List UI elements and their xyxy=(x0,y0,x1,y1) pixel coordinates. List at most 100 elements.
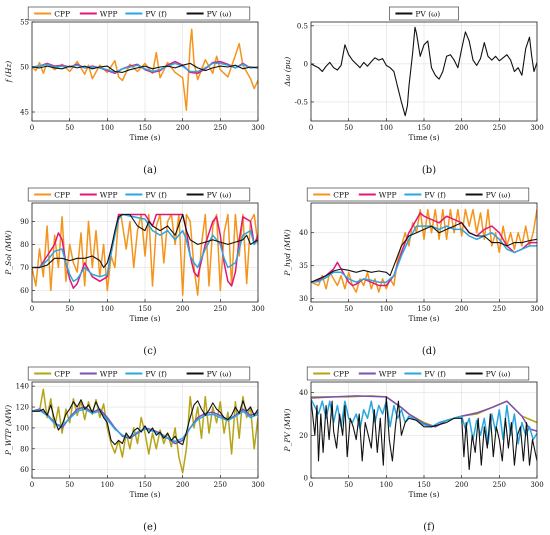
x-tick-label: 250 xyxy=(493,124,506,132)
y-axis-label: P_WTP (MW) xyxy=(4,405,13,456)
y-tick-label: 35 xyxy=(299,262,308,270)
x-tick-label: 250 xyxy=(214,124,227,132)
legend-label: WPP xyxy=(379,191,397,200)
panel-label: (b) xyxy=(422,165,436,176)
x-tick-label: 200 xyxy=(176,124,189,132)
x-tick-label: 200 xyxy=(455,481,468,489)
chart-panel: 0 50 100 150 200 250 300 60 70 80 90 Time (s) P_Sol … xyxy=(4,187,265,357)
y-tick-label: 70 xyxy=(20,264,29,272)
legend-label: CPP xyxy=(54,370,70,379)
x-tick-label: 50 xyxy=(344,481,353,489)
x-tick-label: 150 xyxy=(417,124,430,132)
y-tick-label: 0.5 xyxy=(297,22,308,30)
legend-label: PV (ω) xyxy=(415,10,440,19)
y-tick-label: 140 xyxy=(16,383,29,391)
legend-label: PV (f) xyxy=(145,191,167,200)
y-tick-label: 60 xyxy=(20,466,29,474)
y-tick-label: 20 xyxy=(299,432,308,440)
y-tick-label: 40 xyxy=(299,229,308,237)
y-axis-label: P_Sol (MW) xyxy=(4,230,13,276)
x-tick-label: 50 xyxy=(344,305,353,313)
x-tick-label: 300 xyxy=(251,305,264,313)
chart-panel: 0 50 100 150 200 250 300 -0.5 0 0.5 Time (s) Δω (pu… xyxy=(283,6,544,176)
series-line xyxy=(32,399,258,446)
y-tick-label: 60 xyxy=(20,287,29,295)
y-tick-label: 0 xyxy=(304,60,308,68)
x-tick-label: 50 xyxy=(65,124,74,132)
x-tick-label: 250 xyxy=(214,481,227,489)
x-tick-label: 300 xyxy=(251,481,264,489)
y-tick-label: 55 xyxy=(20,19,29,27)
series-line xyxy=(32,213,258,296)
panel-label: (a) xyxy=(143,165,157,176)
x-tick-label: 250 xyxy=(493,305,506,313)
x-axis-label: Time (s) xyxy=(129,490,160,499)
x-tick-label: 200 xyxy=(176,305,189,313)
y-tick-label: -0.5 xyxy=(295,98,309,106)
x-tick-label: 0 xyxy=(30,481,34,489)
series-line xyxy=(32,28,258,111)
legend-label: WPP xyxy=(100,10,118,19)
legend-label: CPP xyxy=(54,10,70,19)
x-tick-label: 50 xyxy=(65,305,74,313)
chart-panel: 0 50 100 150 200 250 300 30 35 40 Time (s) P_hyd (M… xyxy=(283,187,544,357)
series-line xyxy=(311,396,537,471)
x-tick-label: 200 xyxy=(455,124,468,132)
legend-label: PV (ω) xyxy=(207,191,232,200)
y-tick-label: 30 xyxy=(299,295,308,303)
series-line xyxy=(32,213,258,269)
x-tick-label: 100 xyxy=(380,305,393,313)
x-tick-label: 250 xyxy=(493,481,506,489)
x-tick-label: 0 xyxy=(309,481,313,489)
series-line xyxy=(32,62,258,74)
y-tick-label: 120 xyxy=(16,404,29,412)
legend-label: PV (f) xyxy=(424,191,446,200)
x-tick-label: 300 xyxy=(530,481,543,489)
y-tick-label: 80 xyxy=(20,241,29,249)
y-axis-label: f (Hz) xyxy=(4,61,13,84)
legend-label: PV (ω) xyxy=(207,10,232,19)
legend-label: PV (f) xyxy=(424,370,446,379)
legend: CPP WPP PV (f) PV (ω) xyxy=(27,187,251,202)
x-tick-label: 150 xyxy=(417,305,430,313)
x-tick-label: 150 xyxy=(417,481,430,489)
legend-label: PV (ω) xyxy=(207,370,232,379)
x-tick-label: 0 xyxy=(30,124,34,132)
series-line xyxy=(311,208,537,293)
y-tick-label: 0 xyxy=(304,475,308,483)
x-tick-label: 50 xyxy=(344,124,353,132)
x-tick-label: 50 xyxy=(65,481,74,489)
chart-panel: 0 50 100 150 200 250 300 60 80 100 120 140 Time (s) P… xyxy=(4,366,265,533)
legend-label: PV (ω) xyxy=(486,370,511,379)
legend: CPP WPP PV (f) PV (ω) xyxy=(306,366,530,381)
x-tick-label: 300 xyxy=(530,305,543,313)
y-tick-label: 80 xyxy=(20,445,29,453)
series-line xyxy=(311,26,537,117)
x-tick-label: 100 xyxy=(101,305,114,313)
series-line xyxy=(32,62,258,73)
y-axis-label: P_hyd (MW) xyxy=(283,229,292,276)
x-tick-label: 0 xyxy=(309,305,313,313)
panel-label: (e) xyxy=(143,522,157,533)
legend: CPP WPP PV (f) PV (ω) xyxy=(306,187,530,202)
panel-label: (f) xyxy=(423,522,435,533)
x-tick-label: 0 xyxy=(30,305,34,313)
series-line xyxy=(32,213,258,283)
y-tick-label: 100 xyxy=(16,424,29,432)
x-tick-label: 150 xyxy=(138,481,151,489)
panel-label: (d) xyxy=(422,346,436,357)
series-line xyxy=(32,408,258,443)
series-line xyxy=(311,212,537,287)
y-tick-label: 50 xyxy=(20,64,29,72)
legend: CPP WPP PV (f) PV (ω) xyxy=(27,366,251,381)
legend-label: WPP xyxy=(100,191,118,200)
y-tick-label: 45 xyxy=(20,109,29,117)
series-line xyxy=(311,225,537,283)
y-tick-label: 90 xyxy=(20,218,29,226)
legend-label: CPP xyxy=(333,191,349,200)
legend: CPP WPP PV (f) PV (ω) xyxy=(27,6,251,21)
x-tick-label: 100 xyxy=(380,481,393,489)
legend-box xyxy=(389,6,459,21)
series-line xyxy=(311,222,537,283)
